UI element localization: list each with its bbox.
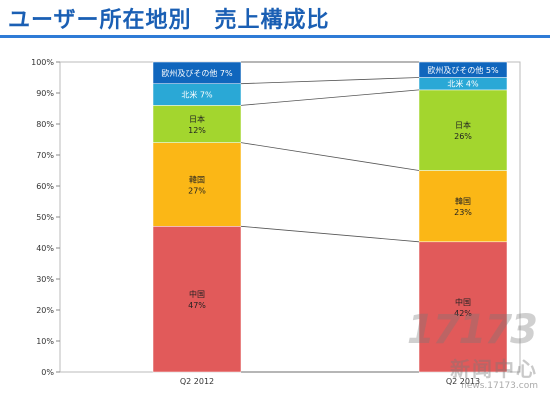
y-tick-label: 70%	[36, 151, 54, 160]
connector-line	[240, 77, 420, 85]
bar-segment-korea	[152, 142, 242, 227]
y-tick-label: 100%	[31, 58, 54, 67]
y-tick-label: 10%	[36, 337, 54, 346]
connector-line	[240, 142, 420, 171]
segment-label: 北米 7%	[181, 90, 213, 100]
bar-segment-china	[152, 226, 242, 373]
bar-segment-japan	[152, 105, 242, 143]
y-tick-label: 40%	[36, 244, 54, 253]
bar-segment-korea	[418, 170, 508, 243]
segment-name-label: 日本	[455, 120, 471, 130]
segment-value-label: 47%	[188, 301, 206, 310]
y-tick-label: 30%	[36, 275, 54, 284]
connector-line	[240, 225, 420, 243]
bar-segment-china	[418, 241, 508, 373]
segment-value-label: 26%	[454, 132, 472, 141]
segment-name-label: 韓国	[455, 196, 471, 206]
y-tick-label: 80%	[36, 120, 54, 129]
title-divider	[0, 35, 550, 38]
segment-name-label: 韓国	[189, 174, 205, 184]
segment-value-label: 27%	[188, 186, 206, 195]
segment-name-label: 中国	[189, 289, 205, 299]
y-tick-label: 50%	[36, 213, 54, 222]
segment-value-label: 12%	[188, 126, 206, 135]
segment-value-label: 23%	[454, 208, 472, 217]
segment-name-label: 日本	[189, 114, 205, 124]
segment-name-label: 中国	[455, 297, 471, 307]
x-category-label: Q2 2013	[446, 377, 480, 386]
segment-label: 北米 4%	[447, 79, 479, 89]
y-tick-label: 0%	[41, 368, 54, 377]
segment-label: 欧州及びその他 7%	[161, 68, 233, 78]
y-tick-label: 20%	[36, 306, 54, 315]
segment-value-label: 42%	[454, 309, 472, 318]
bar-segment-japan	[418, 89, 508, 171]
bar-segment-eu	[152, 61, 242, 84]
bar-segment-eu	[418, 61, 508, 78]
y-tick-label: 90%	[36, 89, 54, 98]
y-tick-label: 60%	[36, 182, 54, 191]
page-title: ユーザー所在地別 売上構成比	[8, 8, 330, 33]
segment-label: 欧州及びその他 5%	[427, 65, 499, 75]
connector-line	[240, 89, 420, 106]
x-category-label: Q2 2012	[180, 377, 214, 386]
